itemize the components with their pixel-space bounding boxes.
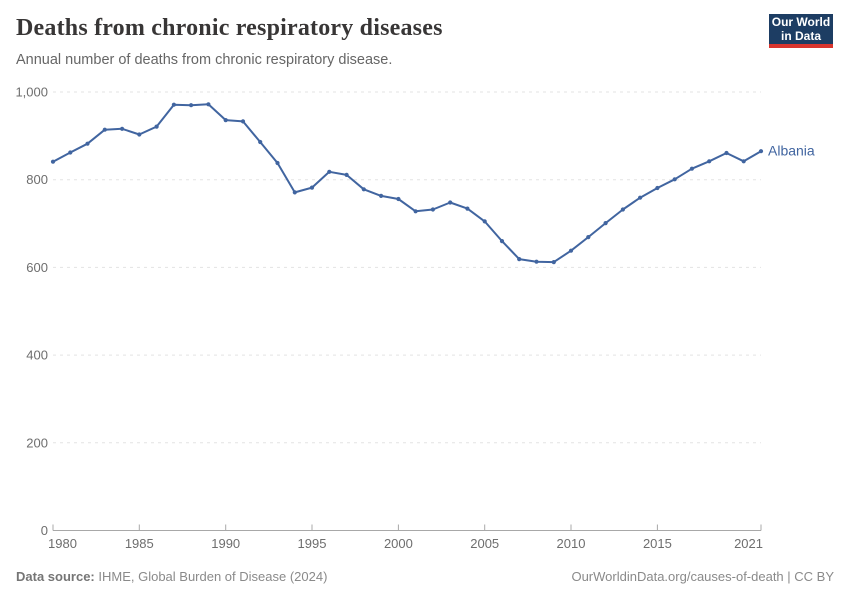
data-point [85,141,90,146]
data-point [499,239,505,244]
data-point [379,193,384,198]
data-point [68,150,73,155]
data-point [137,132,142,137]
data-point [120,126,125,131]
owid-logo-line2: in Data [780,29,821,43]
data-point [275,160,280,166]
data-point [240,119,246,124]
data-point [741,159,746,164]
data-point [534,259,539,264]
data-source-text: IHME, Global Burden of Disease (2024) [94,569,328,584]
data-point [361,187,366,192]
data-point [154,124,159,129]
data-point [517,257,522,262]
chart-title: Deaths from chronic respiratory diseases [16,15,443,41]
data-point [258,139,263,145]
series-line-albania [52,103,762,264]
data-point [482,219,487,224]
y-axis-tick-label: 400 [26,348,48,363]
y-axis-tick-label: 200 [26,435,48,450]
data-point [223,118,228,123]
series-label-albania: Albania [768,143,815,159]
data-point [396,196,401,202]
y-axis-tick-label: 600 [26,260,48,275]
attribution-link[interactable]: OurWorldinData.org/causes-of-death | CC … [571,569,834,584]
owid-logo[interactable]: Our World in Data [769,14,833,48]
data-point [413,209,418,214]
data-point [189,103,194,108]
owid-logo-line1: Our World [771,14,831,29]
data-point [758,149,764,154]
data-point [206,102,211,107]
x-axis-tick-label: 2000 [384,536,413,551]
data-point [620,207,626,212]
data-point [327,169,332,174]
x-axis-tick-label: 1990 [211,536,240,551]
data-point [603,221,608,226]
data-point [448,200,453,205]
data-point [638,195,643,200]
x-axis-tick-label: 2021 [734,536,763,551]
y-axis-tick-label: 0 [41,523,48,538]
data-point [707,159,712,164]
data-point [171,102,176,107]
x-axis-tick-label: 2010 [557,536,586,551]
x-axis-tick-label: 1980 [48,536,77,551]
x-axis-tick-label: 1995 [298,536,327,551]
data-source-note: Data source: IHME, Global Burden of Dise… [16,569,327,584]
x-axis-tick-label: 2005 [470,536,499,551]
chart-subtitle: Annual number of deaths from chronic res… [16,52,393,68]
data-point [568,248,574,253]
data-point [430,207,435,212]
data-point [586,235,591,240]
y-axis-tick-label: 1,000 [15,85,48,100]
data-source-label: Data source: [16,569,95,584]
data-point [724,150,729,156]
x-axis-tick-label: 1985 [125,536,154,551]
data-point [102,127,107,132]
x-axis-tick-label: 2015 [643,536,672,551]
data-point [672,177,677,182]
data-point [551,260,556,265]
data-point [50,159,56,164]
data-point [689,166,695,171]
data-point [344,172,349,177]
y-axis-tick-label: 800 [26,172,48,187]
data-point [655,185,660,191]
data-point [309,185,315,190]
data-point [465,206,470,211]
data-point [292,190,297,195]
